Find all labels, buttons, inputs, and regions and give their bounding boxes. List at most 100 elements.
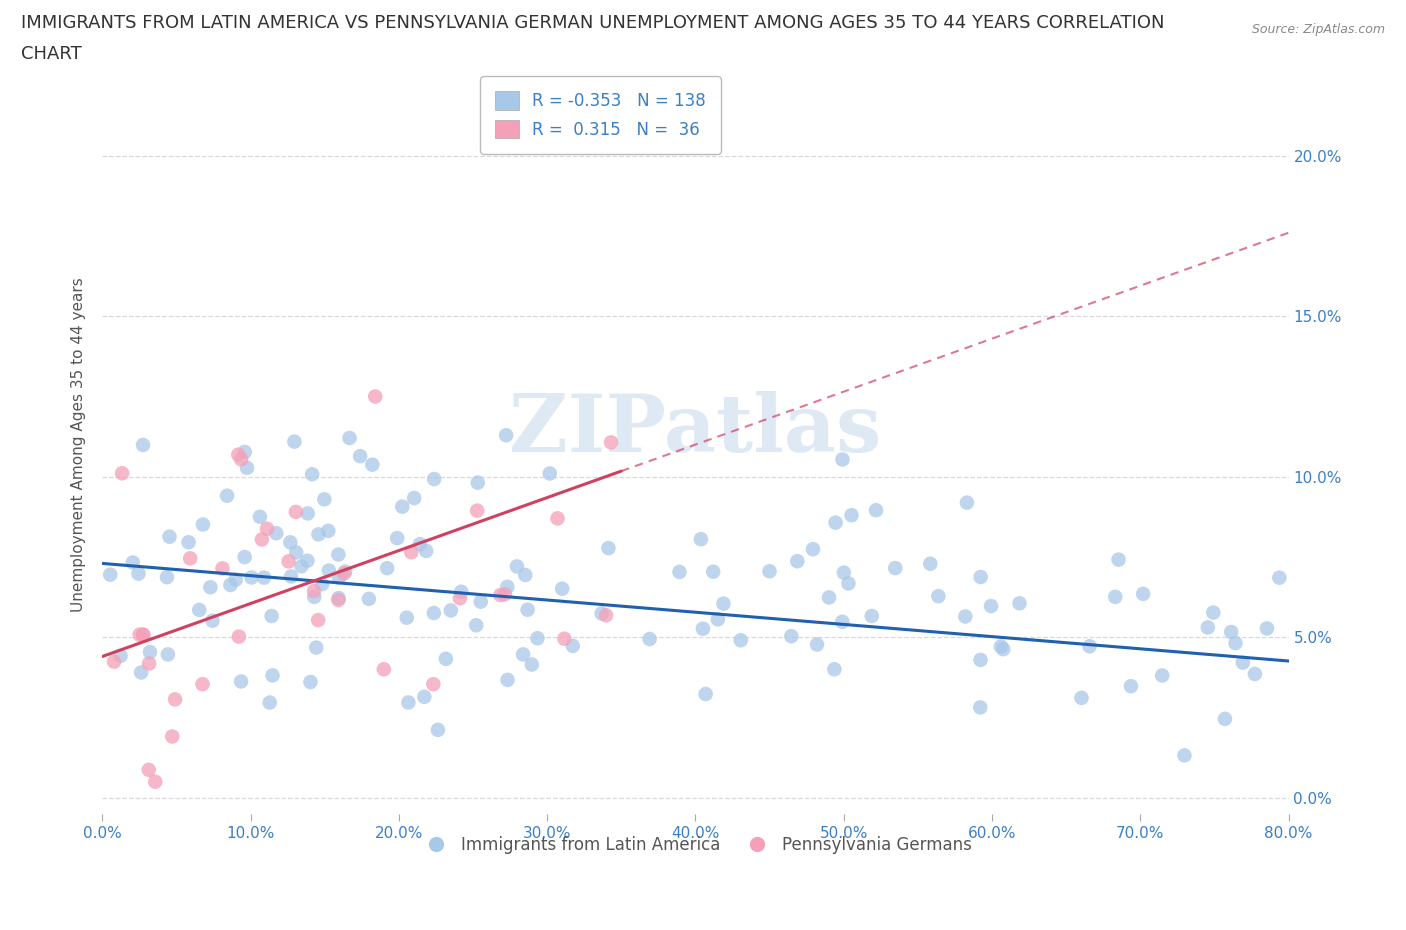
Point: [780, 629, 803, 644]
Point: [285, 545, 308, 560]
Point: [884, 561, 907, 576]
Text: CHART: CHART: [21, 45, 82, 62]
Point: [284, 504, 307, 519]
Point: [318, 524, 340, 538]
Point: [304, 590, 326, 604]
Point: [262, 668, 284, 683]
Point: [422, 677, 444, 692]
Point: [551, 581, 574, 596]
Point: [335, 565, 357, 579]
Point: [1213, 711, 1236, 726]
Point: [290, 559, 312, 574]
Point: [831, 452, 853, 467]
Point: [305, 640, 328, 655]
Point: [162, 729, 184, 744]
Point: [702, 565, 724, 579]
Point: [132, 628, 155, 643]
Point: [1268, 570, 1291, 585]
Point: [1008, 596, 1031, 611]
Point: [801, 542, 824, 557]
Point: [404, 491, 426, 506]
Point: [297, 506, 319, 521]
Point: [489, 588, 512, 603]
Point: [955, 609, 977, 624]
Point: [179, 551, 201, 565]
Point: [228, 447, 250, 462]
Point: [1108, 552, 1130, 567]
Point: [396, 695, 419, 710]
Point: [110, 648, 132, 663]
Point: [132, 437, 155, 452]
Point: [211, 561, 233, 576]
Point: [465, 618, 488, 632]
Point: [1225, 636, 1247, 651]
Point: [328, 547, 350, 562]
Point: [138, 656, 160, 671]
Point: [111, 466, 134, 481]
Point: [591, 606, 613, 621]
Point: [1244, 667, 1267, 682]
Point: [520, 658, 543, 672]
Point: [259, 695, 281, 710]
Point: [260, 608, 283, 623]
Point: [786, 553, 808, 568]
Point: [361, 458, 384, 472]
Point: [496, 672, 519, 687]
Point: [413, 689, 436, 704]
Point: [373, 662, 395, 677]
Point: [450, 584, 472, 599]
Point: [1220, 625, 1243, 640]
Point: [806, 637, 828, 652]
Point: [299, 674, 322, 689]
Point: [595, 608, 617, 623]
Point: [538, 466, 561, 481]
Point: [496, 579, 519, 594]
Point: [980, 599, 1002, 614]
Point: [553, 631, 575, 646]
Point: [841, 508, 863, 523]
Point: [598, 540, 620, 555]
Text: IMMIGRANTS FROM LATIN AMERICA VS PENNSYLVANIA GERMAN UNEMPLOYMENT AMONG AGES 35 : IMMIGRANTS FROM LATIN AMERICA VS PENNSYL…: [21, 14, 1164, 32]
Point: [233, 550, 256, 565]
Point: [506, 559, 529, 574]
Point: [395, 610, 418, 625]
Point: [823, 662, 845, 677]
Point: [494, 587, 516, 602]
Point: [1070, 690, 1092, 705]
Point: [860, 608, 883, 623]
Point: [156, 570, 179, 585]
Point: [308, 527, 330, 542]
Point: [423, 472, 446, 486]
Point: [233, 445, 256, 459]
Point: [690, 532, 713, 547]
Point: [387, 531, 409, 546]
Text: ZIPatlas: ZIPatlas: [509, 391, 882, 469]
Point: [297, 553, 319, 568]
Point: [600, 435, 623, 450]
Point: [1197, 620, 1219, 635]
Point: [1152, 668, 1174, 683]
Point: [250, 532, 273, 547]
Point: [668, 565, 690, 579]
Point: [990, 639, 1012, 654]
Point: [128, 627, 150, 642]
Point: [969, 569, 991, 584]
Point: [831, 615, 853, 630]
Point: [328, 591, 350, 605]
Point: [638, 631, 661, 646]
Point: [837, 576, 859, 591]
Point: [495, 428, 517, 443]
Point: [328, 592, 350, 607]
Point: [225, 572, 247, 587]
Point: [956, 495, 979, 510]
Point: [349, 448, 371, 463]
Point: [264, 525, 287, 540]
Point: [357, 591, 380, 606]
Point: [561, 638, 583, 653]
Point: [758, 564, 780, 578]
Point: [339, 431, 361, 445]
Point: [707, 612, 730, 627]
Point: [526, 631, 548, 645]
Point: [832, 565, 855, 580]
Point: [280, 569, 302, 584]
